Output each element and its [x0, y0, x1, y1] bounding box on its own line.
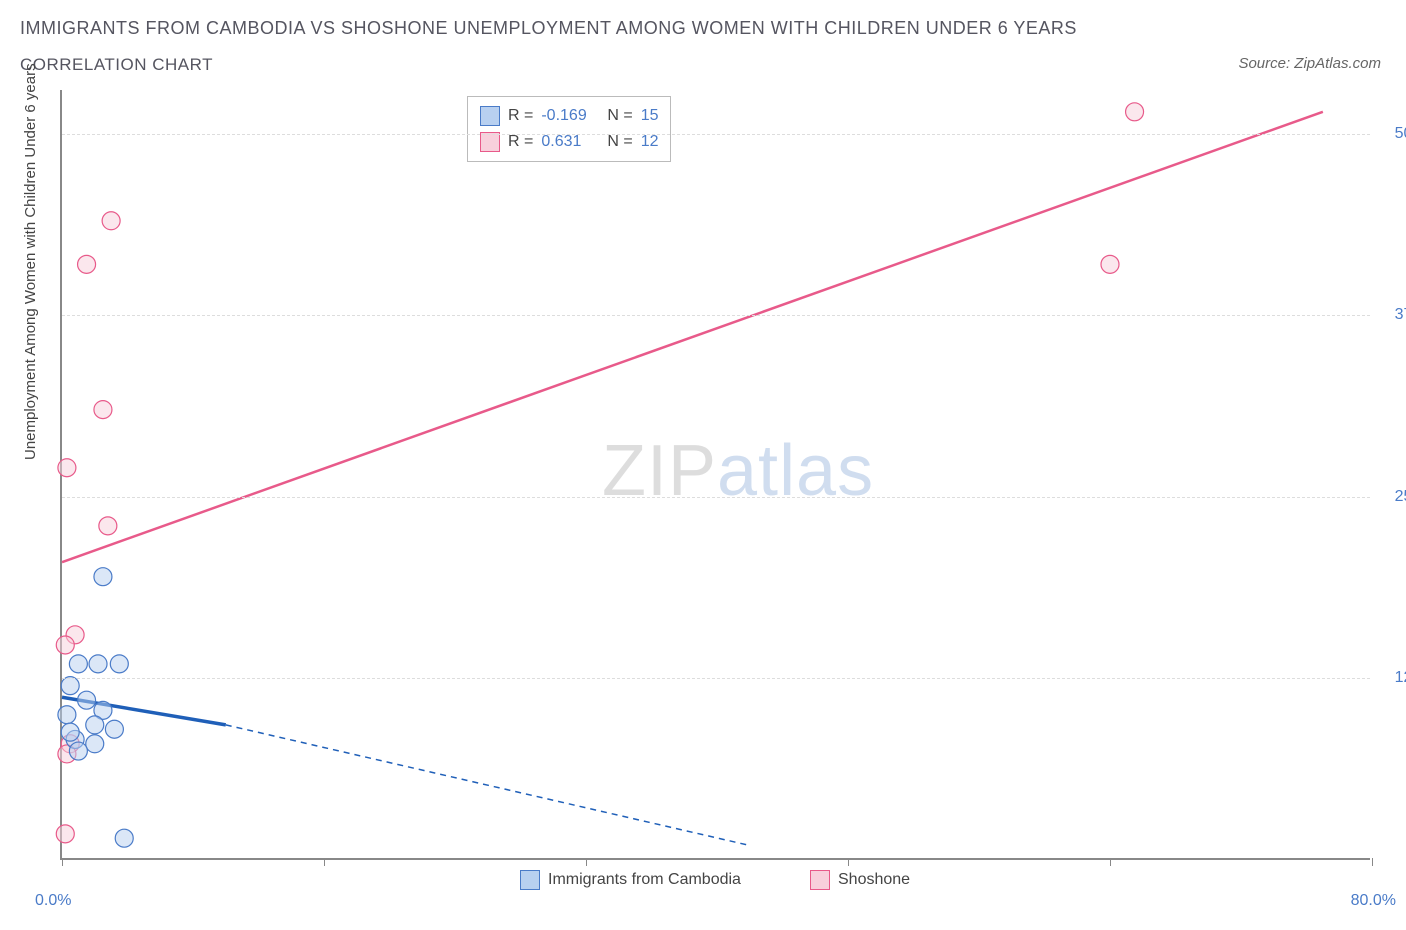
data-point-a — [78, 691, 96, 709]
y-tick-label: 37.5% — [1380, 306, 1406, 324]
legend-row: R = -0.169 N = 15 — [480, 103, 658, 129]
data-point-a — [105, 720, 123, 738]
legend-swatch-b — [810, 870, 830, 890]
legend-r-value: 0.631 — [541, 133, 599, 151]
legend-r-value: -0.169 — [541, 107, 599, 125]
data-point-a — [61, 723, 79, 741]
x-tick-label-min: 0.0% — [35, 892, 71, 910]
x-tick — [324, 858, 325, 866]
x-tick — [586, 858, 587, 866]
legend-swatch-b — [480, 132, 500, 152]
data-point-a — [69, 655, 87, 673]
legend-r-label: R = — [508, 107, 533, 125]
legend-n-label: N = — [607, 107, 632, 125]
chart-subtitle: CORRELATION CHART — [20, 55, 213, 75]
bottom-legend-b: Shoshone — [810, 870, 910, 890]
x-tick-label-max: 80.0% — [1351, 892, 1396, 910]
data-point-b — [102, 212, 120, 230]
data-point-b — [1101, 255, 1119, 273]
y-tick-label: 12.5% — [1380, 669, 1406, 687]
trend-line-b — [62, 112, 1323, 562]
trend-line-a-dash — [226, 725, 750, 846]
legend-n-value: 12 — [641, 133, 659, 151]
bottom-legend-a: Immigrants from Cambodia — [520, 870, 741, 890]
data-point-a — [94, 568, 112, 586]
data-point-b — [56, 825, 74, 843]
source-attribution: Source: ZipAtlas.com — [1238, 55, 1381, 72]
data-point-b — [99, 517, 117, 535]
gridline — [62, 315, 1370, 316]
gridline — [62, 497, 1370, 498]
data-point-b — [94, 401, 112, 419]
data-point-a — [115, 829, 133, 847]
data-point-b — [1126, 103, 1144, 121]
bottom-legend-label: Immigrants from Cambodia — [548, 871, 741, 889]
gridline — [62, 678, 1370, 679]
x-tick — [848, 858, 849, 866]
legend-r-label: R = — [508, 133, 533, 151]
x-tick — [1372, 858, 1373, 866]
data-point-b — [56, 636, 74, 654]
chart-svg — [62, 90, 1370, 858]
legend-n-value: 15 — [641, 107, 659, 125]
data-point-b — [58, 459, 76, 477]
bottom-legend-label: Shoshone — [838, 871, 910, 889]
data-point-a — [86, 716, 104, 734]
legend-swatch-a — [520, 870, 540, 890]
data-point-a — [89, 655, 107, 673]
y-tick-label: 25.0% — [1380, 488, 1406, 506]
x-tick — [62, 858, 63, 866]
plot-area: ZIPatlas R = -0.169 N = 15 R = 0.631 N =… — [60, 90, 1370, 860]
data-point-a — [110, 655, 128, 673]
y-tick-label: 50.0% — [1380, 125, 1406, 143]
data-point-a — [69, 742, 87, 760]
legend-swatch-a — [480, 106, 500, 126]
legend-n-label: N = — [607, 133, 632, 151]
data-point-b — [78, 255, 96, 273]
x-tick — [1110, 858, 1111, 866]
data-point-a — [58, 706, 76, 724]
data-point-a — [86, 735, 104, 753]
chart-title: IMMIGRANTS FROM CAMBODIA VS SHOSHONE UNE… — [20, 18, 1077, 39]
gridline — [62, 134, 1370, 135]
correlation-legend: R = -0.169 N = 15 R = 0.631 N = 12 — [467, 96, 671, 162]
y-axis-label: Unemployment Among Women with Children U… — [22, 63, 39, 460]
